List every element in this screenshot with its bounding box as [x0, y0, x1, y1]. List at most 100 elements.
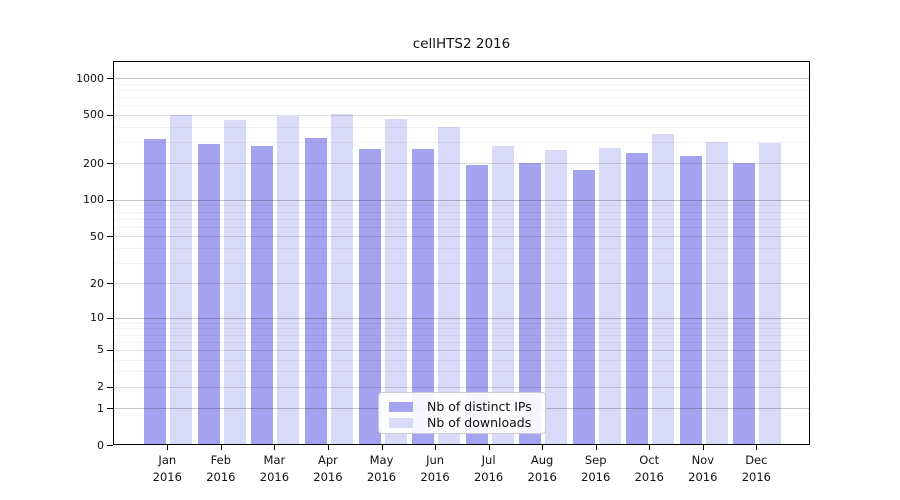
xtick-label-line: Oct: [639, 453, 660, 467]
gridline-y-900: [114, 83, 809, 85]
xtick-label-line: 2016: [527, 470, 557, 484]
legend: Nb of distinct IPs Nb of downloads: [378, 392, 546, 434]
xtick-label-line: Jul: [481, 453, 496, 467]
xtick-label-line: Jun: [426, 453, 445, 467]
xtick-label-dec: Dec 2016: [726, 452, 786, 486]
ytick-label-0: 0: [97, 438, 104, 452]
bar-ips-oct: [626, 152, 649, 444]
ytick-mark-50: [107, 236, 113, 238]
xtick-label-line: 2016: [473, 470, 504, 484]
ytick-mark-0: [107, 445, 113, 446]
gridline-y-4: [114, 359, 809, 361]
gridline-y-9: [114, 322, 809, 324]
ytick-mark-5: [107, 349, 113, 351]
xtick-label-line: 2016: [259, 470, 290, 484]
gridline-y-10: [114, 317, 809, 319]
gridline-y-1000: [114, 78, 809, 80]
ytick-mark-10: [107, 317, 113, 319]
bar-downloads-oct: [652, 134, 675, 444]
xtick-mark-apr: [327, 445, 329, 450]
legend-row-downloads: Nb of downloads: [389, 415, 535, 430]
xtick-label-line: 2016: [152, 470, 182, 484]
bar-ips-dec: [733, 163, 756, 444]
gridline-y-30: [114, 262, 809, 264]
ytick-mark-200: [107, 163, 113, 165]
ytick-label-2: 2: [97, 380, 104, 394]
gridline-y-60: [114, 226, 809, 228]
xtick-label-line: 2016: [420, 470, 450, 484]
xtick-label-line: 2016: [313, 470, 343, 484]
ytick-mark-2: [107, 386, 113, 388]
xtick-mark-jul: [488, 445, 490, 450]
ytick-label-5: 5: [97, 343, 104, 357]
xtick-label-mar: Mar 2016: [244, 452, 304, 486]
xtick-label-may: May 2016: [352, 452, 412, 486]
ytick-label-50: 50: [90, 229, 104, 243]
bar-ips-aug: [519, 163, 542, 444]
ytick-label-100: 100: [83, 193, 104, 207]
xtick-label-line: Dec: [745, 453, 768, 467]
xtick-mark-sep: [595, 445, 597, 450]
plot-area: [113, 61, 810, 445]
gridline-y-800: [114, 89, 809, 91]
xtick-label-feb: Feb 2016: [191, 452, 251, 486]
gridline-y-5: [114, 349, 809, 351]
legend-swatch-distinct-ips: [389, 401, 413, 412]
bar-downloads-may: [384, 118, 407, 444]
bar-downloads-nov: [705, 141, 728, 444]
bar-ips-nov: [679, 155, 702, 444]
bar-ips-sep: [572, 170, 595, 444]
bar-downloads-apr: [330, 114, 353, 444]
ytick-label-500: 500: [83, 108, 104, 122]
gridline-y-40: [114, 247, 809, 249]
xtick-label-jan: Jan 2016: [137, 452, 197, 486]
xtick-label-jul: Jul 2016: [459, 452, 519, 486]
gridline-y-100: [114, 199, 809, 201]
gridline-y-70: [114, 218, 809, 220]
xtick-label-aug: Aug 2016: [512, 452, 572, 486]
bar-ips-apr: [304, 138, 327, 444]
gridline-y-6: [114, 341, 809, 343]
xtick-label-line: Feb: [210, 453, 232, 467]
xtick-mark-aug: [542, 445, 544, 450]
xtick-label-sep: Sep 2016: [566, 452, 626, 486]
xtick-label-line: 2016: [581, 470, 611, 484]
bar-downloads-feb: [223, 119, 246, 444]
legend-label-distinct-ips: Nb of distinct IPs: [427, 399, 532, 414]
xtick-mark-mar: [274, 445, 276, 450]
ytick-mark-20: [107, 283, 113, 285]
bar-ips-jul: [465, 164, 488, 444]
xtick-label-line: Nov: [691, 453, 715, 467]
ytick-label-10: 10: [90, 311, 104, 325]
bar-ips-jun: [412, 149, 435, 444]
gridline-y-50: [114, 236, 809, 238]
bar-downloads-jun: [438, 127, 461, 444]
bar-ips-feb: [197, 143, 220, 444]
xtick-mark-jan: [167, 445, 169, 450]
xtick-mark-nov: [702, 445, 704, 450]
gridline-y-80: [114, 211, 809, 213]
gridline-y-700: [114, 96, 809, 98]
xtick-mark-feb: [220, 445, 222, 450]
xtick-mark-dec: [756, 445, 758, 450]
ytick-label-1: 1: [97, 401, 104, 415]
bar-ips-mar: [251, 145, 274, 444]
xtick-label-line: Aug: [530, 453, 554, 467]
gridline-y-2: [114, 386, 809, 388]
gridline-y-200: [114, 163, 809, 165]
ytick-label-200: 200: [83, 156, 104, 170]
gridline-y-3: [114, 371, 809, 373]
legend-row-distinct-ips: Nb of distinct IPs: [389, 399, 535, 414]
bar-downloads-dec: [759, 142, 782, 444]
gridline-y-400: [114, 126, 809, 128]
gridline-y-8: [114, 328, 809, 330]
xtick-label-line: 2016: [634, 470, 664, 484]
gridline-y-90: [114, 205, 809, 207]
xtick-label-line: 2016: [741, 470, 771, 484]
xtick-label-nov: Nov 2016: [673, 452, 733, 486]
xtick-label-line: 2016: [688, 470, 718, 484]
gridline-y-600: [114, 105, 809, 107]
xtick-label-apr: Apr 2016: [298, 452, 358, 486]
xtick-label-line: May: [369, 453, 394, 467]
xtick-label-oct: Oct 2016: [619, 452, 679, 486]
